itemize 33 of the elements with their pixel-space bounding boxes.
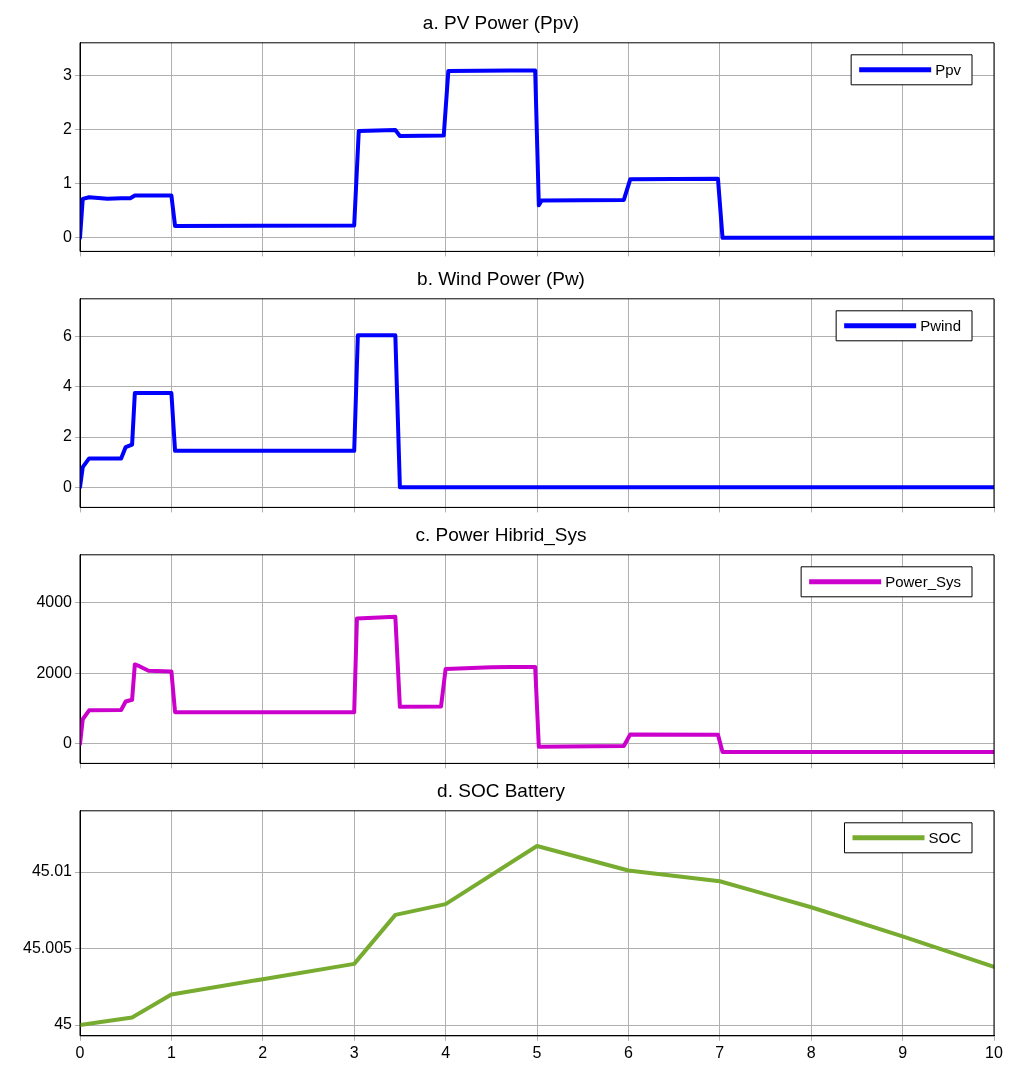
legend-label: Pwind xyxy=(920,316,961,334)
chart-title: c. Power Hibrid_Sys xyxy=(415,523,587,546)
x-tick-label: 0 xyxy=(75,1043,85,1061)
y-tick-label: 0 xyxy=(63,477,73,495)
y-tick-label: 1 xyxy=(63,174,73,192)
y-tick-label: 45.01 xyxy=(31,862,73,880)
x-tick-label: 1 xyxy=(166,1043,176,1061)
y-tick-label: 0 xyxy=(63,228,73,246)
x-tick-label: 2 xyxy=(258,1043,268,1061)
chart-title: a. PV Power (Ppv) xyxy=(422,11,580,33)
y-tick-label: 2 xyxy=(63,427,73,445)
x-tick-label: 9 xyxy=(898,1043,908,1061)
legend-label: SOC xyxy=(928,828,962,846)
y-tick-label: 2 xyxy=(63,119,73,137)
x-tick-label: 4 xyxy=(441,1043,451,1061)
x-tick-label: 7 xyxy=(715,1043,725,1061)
chart-title: d. SOC Battery xyxy=(437,779,566,801)
x-tick-label: 5 xyxy=(532,1043,542,1061)
x-tick-label: 8 xyxy=(806,1043,816,1061)
x-tick-label: 3 xyxy=(349,1043,359,1061)
y-tick-label: 6 xyxy=(63,326,73,344)
legend-label: Power_Sys xyxy=(885,572,962,590)
legend-label: Ppv xyxy=(935,60,962,78)
chart-title: b. Wind Power (Pw) xyxy=(417,267,585,289)
y-tick-label: 3 xyxy=(63,65,73,83)
x-tick-label: 6 xyxy=(623,1043,633,1061)
y-tick-label: 45.005 xyxy=(23,938,73,956)
x-tick-label: 10 xyxy=(985,1043,1003,1061)
y-tick-label: 2000 xyxy=(36,663,73,681)
y-tick-label: 4 xyxy=(63,377,73,395)
y-tick-label: 0 xyxy=(63,734,73,752)
y-tick-label: 45 xyxy=(54,1015,73,1033)
y-tick-label: 4000 xyxy=(36,592,73,610)
